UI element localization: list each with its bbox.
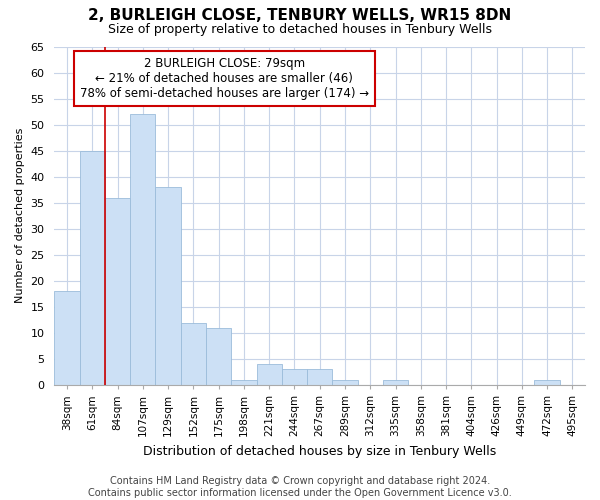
Bar	[55, 292, 80, 385]
Text: 2, BURLEIGH CLOSE, TENBURY WELLS, WR15 8DN: 2, BURLEIGH CLOSE, TENBURY WELLS, WR15 8…	[88, 8, 512, 22]
Bar	[206, 328, 231, 385]
Bar	[80, 150, 105, 385]
Bar	[307, 370, 332, 385]
Text: 2 BURLEIGH CLOSE: 79sqm
← 21% of detached houses are smaller (46)
78% of semi-de: 2 BURLEIGH CLOSE: 79sqm ← 21% of detache…	[80, 56, 369, 100]
Bar	[181, 322, 206, 385]
X-axis label: Distribution of detached houses by size in Tenbury Wells: Distribution of detached houses by size …	[143, 444, 496, 458]
Bar	[130, 114, 155, 385]
Bar	[535, 380, 560, 385]
Bar	[105, 198, 130, 385]
Bar	[383, 380, 408, 385]
Bar	[231, 380, 257, 385]
Bar	[282, 370, 307, 385]
Y-axis label: Number of detached properties: Number of detached properties	[15, 128, 25, 304]
Bar	[332, 380, 358, 385]
Text: Contains HM Land Registry data © Crown copyright and database right 2024.
Contai: Contains HM Land Registry data © Crown c…	[88, 476, 512, 498]
Bar	[155, 187, 181, 385]
Bar	[257, 364, 282, 385]
Text: Size of property relative to detached houses in Tenbury Wells: Size of property relative to detached ho…	[108, 22, 492, 36]
